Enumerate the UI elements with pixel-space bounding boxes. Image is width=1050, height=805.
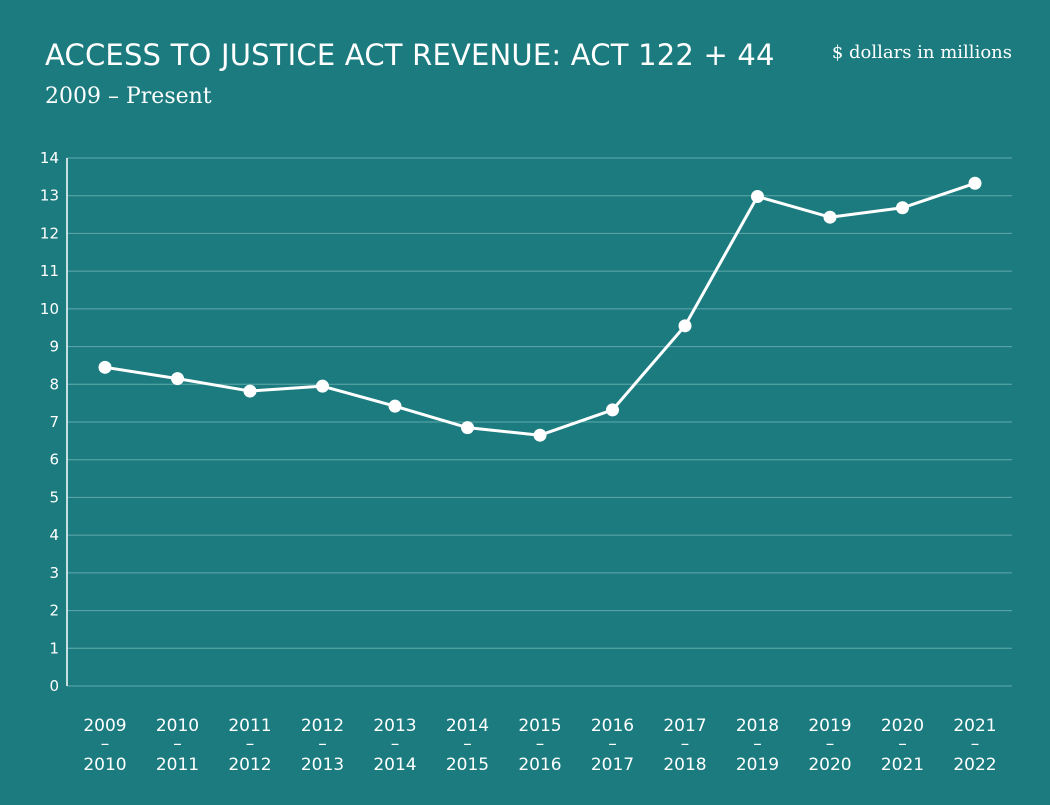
x-tick-label: 2012–2013: [301, 716, 344, 775]
x-tick-label: 2017–2018: [663, 716, 706, 775]
data-point: [316, 379, 329, 393]
chart-title: ACCESS TO JUSTICE ACT REVENUE: ACT 122 +…: [45, 38, 775, 72]
x-tick-label: 2015–2016: [518, 716, 561, 775]
y-tick-label: 4: [49, 526, 59, 544]
x-axis-ticks: 2009–2010 2010–2011 2011–2012 2012–2013 2013…: [83, 716, 996, 775]
data-point: [606, 403, 619, 417]
data-point: [533, 428, 547, 442]
y-tick-label: 1: [49, 639, 59, 657]
units-label: $ dollars in millions: [831, 42, 1012, 63]
data-point: [461, 421, 474, 435]
y-tick-label: 0: [49, 677, 59, 695]
x-tick-label: 2013–2014: [373, 716, 416, 775]
data-points: [98, 176, 982, 442]
y-tick-label: 11: [40, 262, 59, 280]
chart-subtitle: 2009 – Present: [45, 84, 212, 109]
x-tick-label: 2009–2010: [83, 716, 126, 775]
data-point: [243, 384, 257, 398]
y-tick-label: 14: [40, 149, 59, 167]
y-tick-label: 6: [49, 451, 59, 469]
x-tick-label: 2014–2015: [446, 716, 489, 775]
x-tick-label: 2020–2021: [881, 716, 924, 775]
data-point: [968, 176, 982, 190]
x-tick-label: 2021–2022: [953, 716, 996, 775]
x-tick-label: 2011–2012: [228, 716, 271, 775]
x-tick-label: 2010–2011: [156, 716, 199, 775]
data-point: [98, 360, 112, 374]
y-tick-label: 5: [49, 488, 59, 506]
y-tick-label: 12: [40, 224, 59, 242]
y-tick-label: 7: [49, 413, 59, 431]
x-tick-label: 2018–2019: [736, 716, 779, 775]
y-tick-label: 10: [40, 300, 59, 318]
gridlines: [67, 157, 1012, 687]
data-point: [823, 210, 837, 224]
x-tick-label: 2016–2017: [591, 716, 634, 775]
data-point: [751, 189, 764, 203]
y-tick-label: 9: [49, 338, 59, 356]
data-point: [896, 201, 909, 215]
data-point: [678, 319, 692, 333]
y-tick-label: 3: [49, 564, 59, 582]
x-tick-label: 2019–2020: [808, 716, 851, 775]
y-tick-label: 13: [40, 187, 59, 205]
data-point: [171, 372, 184, 386]
y-tick-label: 8: [49, 375, 59, 393]
data-point: [388, 399, 402, 413]
y-tick-label: 2: [49, 602, 59, 620]
